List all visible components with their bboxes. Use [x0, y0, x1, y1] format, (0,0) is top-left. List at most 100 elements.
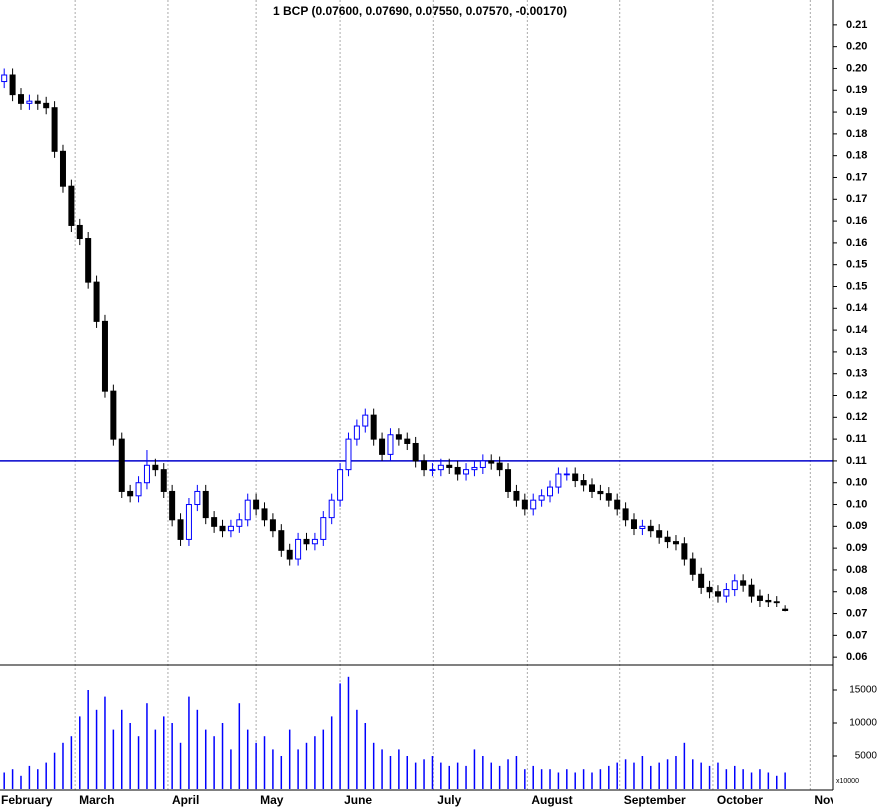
candle-body [488, 460, 495, 464]
candle-body [437, 464, 444, 471]
candle-body [303, 538, 310, 545]
candle-body [538, 495, 545, 501]
candle-body [664, 536, 671, 543]
candle-body [194, 490, 201, 506]
candle-body [160, 469, 167, 492]
candle-body [85, 238, 92, 283]
candle-body [253, 499, 260, 510]
candle-body [605, 493, 612, 501]
x-tick-label: May [260, 793, 284, 807]
candle-body [563, 473, 570, 476]
candle-body [219, 525, 226, 532]
candle-body [345, 438, 352, 471]
candle-body [471, 466, 478, 471]
candle-body [446, 464, 453, 468]
candle-body [412, 442, 419, 462]
candle-body [337, 469, 344, 501]
candle-body [765, 599, 772, 603]
y-tick-label: 0.10 [846, 477, 867, 489]
y-tick-label: 0.11 [846, 455, 867, 467]
candle-body [656, 530, 663, 538]
y-tick-label: 0.12 [846, 389, 867, 401]
candle-body [328, 499, 335, 519]
y-tick-label: 0.07 [846, 607, 867, 619]
candle-body [740, 580, 747, 586]
y-tick-label: 0.21 [846, 19, 867, 31]
y-tick-label: 0.08 [846, 586, 867, 598]
candle-body [143, 464, 150, 484]
volume-unit: x10000 [836, 778, 859, 785]
candle-body [93, 281, 100, 322]
candle-body [723, 589, 730, 597]
candle-body [227, 525, 234, 532]
y-tick-label: 0.18 [846, 150, 867, 162]
x-tick-label: February [1, 793, 53, 807]
candle-body [505, 469, 512, 492]
candle-body [387, 434, 394, 455]
candle-body [311, 538, 318, 545]
candle-body [555, 473, 562, 488]
y-tick-label: 0.18 [846, 128, 867, 140]
y-tick-label: 0.06 [846, 651, 867, 663]
candle-body [269, 519, 276, 532]
y-tick-label: 0.20 [846, 62, 867, 74]
candle-body [370, 414, 377, 440]
y-tick-label: 0.15 [846, 280, 867, 292]
y-tick-label: 0.09 [846, 520, 867, 532]
y-tick-label: 0.09 [846, 542, 867, 554]
y-tick-label: 0.19 [846, 106, 867, 118]
candle-body [756, 595, 763, 601]
candle-body [51, 107, 58, 152]
candle-body [589, 484, 596, 492]
y-tick-label: 0.12 [846, 411, 867, 423]
candle-body [34, 100, 41, 104]
candle-body [43, 102, 50, 109]
candle-body [101, 320, 108, 392]
y-tick-label: 0.16 [846, 237, 867, 249]
candle-body [748, 584, 755, 597]
candle-body [118, 438, 125, 492]
candle-body [127, 490, 134, 497]
candle-body [773, 601, 780, 604]
candle-body [647, 525, 654, 532]
x-tick-label: June [344, 793, 372, 807]
candle-body [421, 460, 428, 471]
candle-body [177, 519, 184, 540]
y-tick-label: 0.14 [846, 324, 868, 336]
y-tick-label: 0.11 [846, 433, 867, 445]
x-tick-label: October [717, 793, 763, 807]
x-tick-label: September [624, 793, 686, 807]
candle-body [320, 517, 327, 540]
y-tick-label: 0.15 [846, 259, 867, 271]
candle-body [404, 438, 411, 444]
marks-layer [0, 68, 833, 789]
candle-body [110, 390, 117, 440]
candle-body [731, 580, 738, 591]
candle-body [479, 460, 486, 468]
candle-body [706, 586, 713, 593]
candle-body [169, 490, 176, 521]
y-tick-label: 0.13 [846, 346, 867, 358]
candle-body [513, 490, 520, 501]
candle-body [698, 573, 705, 588]
candle-body [353, 425, 360, 440]
x-tick-label: August [531, 793, 572, 807]
candle-body [202, 490, 209, 519]
candle-body [211, 517, 218, 527]
candle-body [597, 490, 604, 495]
candle-body [714, 591, 721, 597]
volume-tick-label: 15000 [849, 685, 877, 696]
candle-body [244, 499, 251, 521]
candle-body [68, 185, 75, 226]
candle-body [295, 538, 302, 560]
candle-body [152, 464, 159, 471]
candle-body [26, 100, 33, 104]
candle-body [9, 74, 16, 96]
y-tick-label: 0.20 [846, 41, 867, 53]
candle-body [185, 504, 192, 540]
volume-tick-label: 5000 [855, 751, 878, 762]
candle-body [547, 486, 554, 497]
